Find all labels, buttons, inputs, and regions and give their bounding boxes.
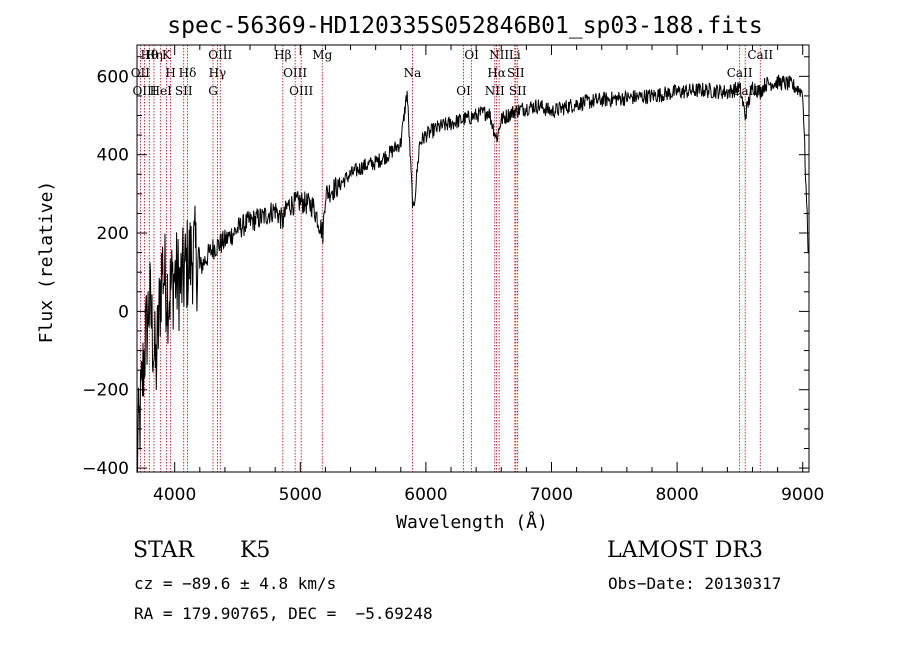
x-axis-label: Wavelength (Å) <box>396 511 548 533</box>
spectral-line-label: H <box>165 66 175 80</box>
y-axis-ticks: −400 −200 0 200 400 600 <box>82 56 809 479</box>
redshift-cz: cz = −89.6 ± 4.8 km/s <box>134 574 337 593</box>
y-tick-label: 400 <box>97 146 129 166</box>
y-tick-label: 0 <box>118 302 129 322</box>
x-tick-label: 4000 <box>153 485 196 505</box>
ra-dec: RA = 179.90765, DEC = −5.69248 <box>134 604 433 623</box>
spectral-line-label: OIII <box>289 84 313 98</box>
y-tick-label: −200 <box>82 381 129 401</box>
spectral-line-markers <box>139 45 761 472</box>
spectral-line-label: Hβ <box>274 48 291 62</box>
chart-title: spec-56369-HD120335S052846B01_sp03-188.f… <box>167 13 762 39</box>
x-tick-label: 7000 <box>530 485 573 505</box>
spectral-line-label: CaII <box>732 84 758 98</box>
plot-frame <box>136 44 810 473</box>
x-tick-label: 9000 <box>781 485 824 505</box>
x-tick-label: 8000 <box>655 485 698 505</box>
spectral-line-label: OIII <box>208 48 232 62</box>
spectral-line-label: SII <box>509 84 527 98</box>
spectral-line-label: OIII <box>133 84 157 98</box>
spectral-line-label: K <box>162 48 172 62</box>
spectral-line-label: Hη <box>145 48 163 62</box>
y-tick-label: 200 <box>97 224 129 244</box>
spectral-line-label: Na <box>404 66 422 80</box>
y-axis-label: Flux (relative) <box>36 181 57 344</box>
spectrum-line <box>136 74 809 473</box>
subclass: K5 <box>240 538 271 563</box>
obs-date: Obs−Date: 20130317 <box>608 574 782 593</box>
y-tick-label: −400 <box>82 459 129 479</box>
spectral-line-label: CaII <box>727 66 753 80</box>
spectral-line-label: SII <box>507 66 525 80</box>
spectral-line-label: SII <box>175 84 193 98</box>
spectral-line-label: HeI <box>150 84 173 98</box>
spectral-line-label: OI <box>456 84 471 98</box>
object-class: STAR <box>133 538 194 563</box>
spectral-line-label: Li <box>509 48 521 62</box>
spectral-line-label: OIII <box>283 66 307 80</box>
spectral-line-label: Mg <box>312 48 332 62</box>
spectral-line-label: Hθ <box>140 48 158 62</box>
spectral-line-label: Hγ <box>209 66 227 80</box>
spectral-line-label: CaII <box>747 48 773 62</box>
spectral-line-label: G <box>208 84 218 98</box>
x-tick-label: 5000 <box>279 485 322 505</box>
spectral-line-label: Hδ <box>179 66 197 80</box>
spectral-line-label: NII <box>485 84 505 98</box>
spectral-line-label: OII <box>131 66 151 80</box>
survey-name: LAMOST DR3 <box>607 538 763 563</box>
spectral-line-labels: Hθ OII OIII KH HeI Hη Hδ SII OIII Hγ G Hβ OIII OIII Mg… <box>131 48 774 98</box>
y-tick-label: 600 <box>97 67 129 87</box>
spectral-line-label: Hα <box>487 66 506 80</box>
x-tick-label: 6000 <box>404 485 447 505</box>
spectral-line-label: NII <box>489 48 509 62</box>
spectrum-series <box>136 74 809 473</box>
spectral-line-label: OI <box>464 48 479 62</box>
x-axis-ticks: 4000 5000 6000 7000 8000 9000 <box>153 45 824 505</box>
